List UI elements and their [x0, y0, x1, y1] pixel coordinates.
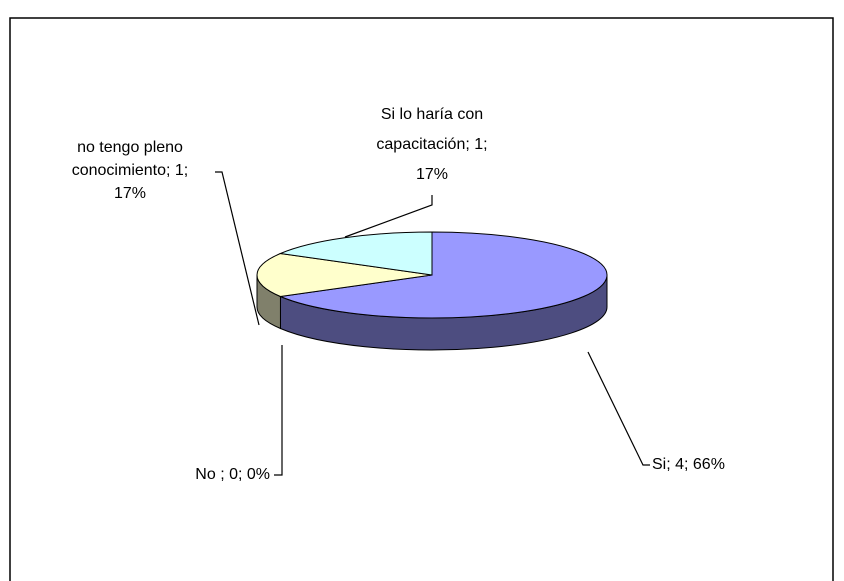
leader-line	[344, 195, 433, 238]
data-label: No ; 0; 0%	[195, 466, 270, 483]
data-label: 17%	[114, 185, 146, 202]
slice	[278, 231, 433, 276]
slice	[256, 252, 433, 298]
data-label: conocimiento; 1;	[72, 162, 189, 179]
leader-line	[274, 345, 283, 476]
data-label: capacitación; 1;	[376, 136, 487, 153]
data-label: no tengo pleno	[77, 139, 183, 156]
data-label: 17%	[416, 166, 448, 183]
leader-line	[587, 351, 650, 466]
data-label: Si lo haría con	[381, 106, 483, 123]
slice	[278, 231, 608, 319]
data-label: Si; 4; 66%	[652, 456, 725, 473]
leader-line	[215, 171, 260, 326]
